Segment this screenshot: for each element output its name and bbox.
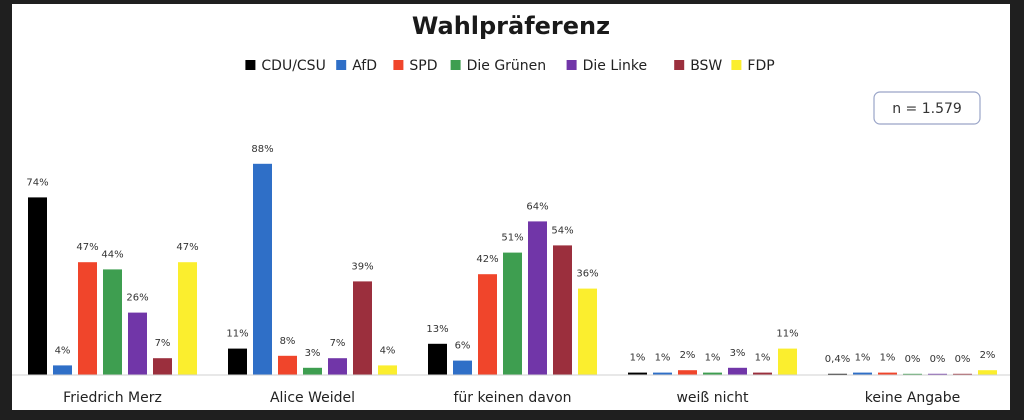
bar-alice-weidel-bsw: [353, 281, 372, 375]
chart: Wahlpräferenz CDU/CSU AfD SPD Die Grünen Die…: [12, 12, 1010, 406]
data-label-alice-weidel-bsw: 39%: [351, 261, 373, 272]
data-label-keine-angabe-fdp: 2%: [980, 350, 996, 361]
bar-für-keinen-davon-cdu-csu: [428, 343, 447, 375]
category-label-keine-angabe: keine Angabe: [865, 390, 960, 406]
data-label-für-keinen-davon-fdp: 36%: [576, 269, 598, 280]
data-label-alice-weidel-fdp: 4%: [380, 345, 396, 356]
bar-friedrich-merz-bsw: [153, 358, 172, 375]
data-label-für-keinen-davon-afd: 6%: [455, 341, 471, 352]
legend-label-afd: AfD: [352, 58, 377, 74]
bar-für-keinen-davon-die-grünen: [503, 252, 522, 375]
sample-size-box-border: [873, 91, 981, 125]
bar-weiß-nicht-bsw: [753, 372, 772, 375]
bar-alice-weidel-die-linke: [328, 358, 347, 375]
legend-label-die-grünen: Die Grünen: [467, 58, 547, 74]
data-label-friedrich-merz-cdu-csu: 74%: [26, 177, 48, 188]
legend: CDU/CSU AfD SPD Die Grünen Die Linke BSW FDP: [245, 58, 775, 74]
bar-weiß-nicht-die-grünen: [703, 372, 722, 375]
bar-für-keinen-davon-die-linke: [528, 221, 547, 375]
bar-für-keinen-davon-bsw: [553, 245, 572, 375]
data-label-keine-angabe-bsw: 0%: [955, 354, 971, 365]
data-label-für-keinen-davon-die-linke: 64%: [526, 201, 548, 212]
data-label-alice-weidel-die-linke: 7%: [330, 338, 346, 349]
bar-keine-angabe-cdu-csu: [828, 373, 847, 375]
bar-für-keinen-davon-afd: [453, 360, 472, 375]
data-label-friedrich-merz-afd: 4%: [55, 345, 71, 356]
data-label-weiß-nicht-die-grünen: 1%: [705, 353, 721, 364]
bar-friedrich-merz-fdp: [178, 262, 197, 375]
data-label-keine-angabe-afd: 1%: [855, 353, 871, 364]
sample-size-box: n = 1.579: [873, 91, 981, 125]
data-label-weiß-nicht-afd: 1%: [655, 353, 671, 364]
legend-swatch-bsw: [674, 60, 685, 70]
legend-label-cdu-csu: CDU/CSU: [261, 58, 325, 74]
data-label-friedrich-merz-spd: 47%: [76, 242, 98, 253]
legend-swatch-cdu-csu: [245, 60, 256, 70]
bar-alice-weidel-fdp: [378, 365, 397, 375]
bar-keine-angabe-die-linke: [928, 373, 947, 375]
chart-frame: Wahlpräferenz CDU/CSU AfD SPD Die Grünen Die…: [12, 4, 1010, 410]
data-label-für-keinen-davon-bsw: 54%: [551, 225, 573, 236]
data-label-weiß-nicht-bsw: 1%: [755, 353, 771, 364]
legend-label-spd: SPD: [409, 58, 437, 74]
category-label-friedrich-merz: Friedrich Merz: [63, 390, 162, 406]
legend-swatch-afd: [336, 60, 347, 70]
legend-label-die-linke: Die Linke: [583, 58, 648, 74]
bar-keine-angabe-fdp: [978, 370, 997, 375]
bar-friedrich-merz-cdu-csu: [28, 197, 47, 375]
data-label-keine-angabe-die-linke: 0%: [930, 354, 946, 365]
legend-label-bsw: BSW: [690, 58, 722, 74]
category-label-alice-weidel: Alice Weidel: [270, 390, 355, 406]
data-label-weiß-nicht-fdp: 11%: [776, 329, 798, 340]
bar-keine-angabe-bsw: [953, 373, 972, 375]
data-label-alice-weidel-afd: 88%: [251, 144, 273, 155]
category-label-weiß-nicht: weiß nicht: [676, 390, 749, 406]
data-label-weiß-nicht-cdu-csu: 1%: [630, 353, 646, 364]
data-label-friedrich-merz-bsw: 7%: [155, 338, 171, 349]
bar-friedrich-merz-spd: [78, 262, 97, 375]
data-label-keine-angabe-cdu-csu: 0,4%: [825, 354, 850, 365]
bar-friedrich-merz-die-grünen: [103, 269, 122, 375]
data-label-alice-weidel-die-grünen: 3%: [305, 348, 321, 359]
bar-alice-weidel-die-grünen: [303, 367, 322, 375]
category-labels: Friedrich Merz Alice Weidel für keinen dav…: [63, 390, 960, 406]
data-label-weiß-nicht-spd: 2%: [680, 350, 696, 361]
bar-weiß-nicht-cdu-csu: [628, 372, 647, 375]
bar-keine-angabe-die-grünen: [903, 373, 922, 375]
bar-weiß-nicht-fdp: [778, 348, 797, 375]
data-label-für-keinen-davon-spd: 42%: [476, 254, 498, 265]
data-label-für-keinen-davon-die-grünen: 51%: [501, 233, 523, 244]
bar-friedrich-merz-die-linke: [128, 312, 147, 375]
data-label-friedrich-merz-fdp: 47%: [176, 242, 198, 253]
data-label-friedrich-merz-die-grünen: 44%: [101, 249, 123, 260]
category-label-für-keinen-davon: für keinen davon: [453, 390, 571, 406]
data-label-friedrich-merz-die-linke: 26%: [126, 293, 148, 304]
data-label-keine-angabe-die-grünen: 0%: [905, 354, 921, 365]
bar-für-keinen-davon-fdp: [578, 288, 597, 375]
sample-size-text: n = 1.579: [892, 101, 962, 117]
bar-alice-weidel-spd: [278, 355, 297, 375]
chart-title: Wahlpräferenz: [412, 12, 610, 40]
bar-weiß-nicht-die-linke: [728, 367, 747, 375]
legend-swatch-fdp: [731, 60, 742, 70]
data-label-alice-weidel-spd: 8%: [280, 336, 296, 347]
legend-label-fdp: FDP: [747, 58, 774, 74]
data-label-keine-angabe-spd: 1%: [880, 353, 896, 364]
data-label-alice-weidel-cdu-csu: 11%: [226, 329, 248, 340]
legend-swatch-die-linke: [566, 60, 577, 70]
bar-alice-weidel-afd: [253, 163, 272, 375]
legend-swatch-die-grünen: [450, 60, 461, 70]
bar-für-keinen-davon-spd: [478, 274, 497, 375]
bar-weiß-nicht-afd: [653, 372, 672, 375]
bar-weiß-nicht-spd: [678, 370, 697, 375]
bar-keine-angabe-spd: [878, 372, 897, 375]
legend-swatch-spd: [393, 60, 404, 70]
bars: 74%4%47%44%26%7%47%11%88%8%3%7%39%4%13%6…: [26, 144, 997, 375]
bar-keine-angabe-afd: [853, 372, 872, 375]
data-label-für-keinen-davon-cdu-csu: 13%: [426, 324, 448, 335]
bar-friedrich-merz-afd: [53, 365, 72, 375]
data-label-weiß-nicht-die-linke: 3%: [730, 348, 746, 359]
bar-alice-weidel-cdu-csu: [228, 348, 247, 375]
